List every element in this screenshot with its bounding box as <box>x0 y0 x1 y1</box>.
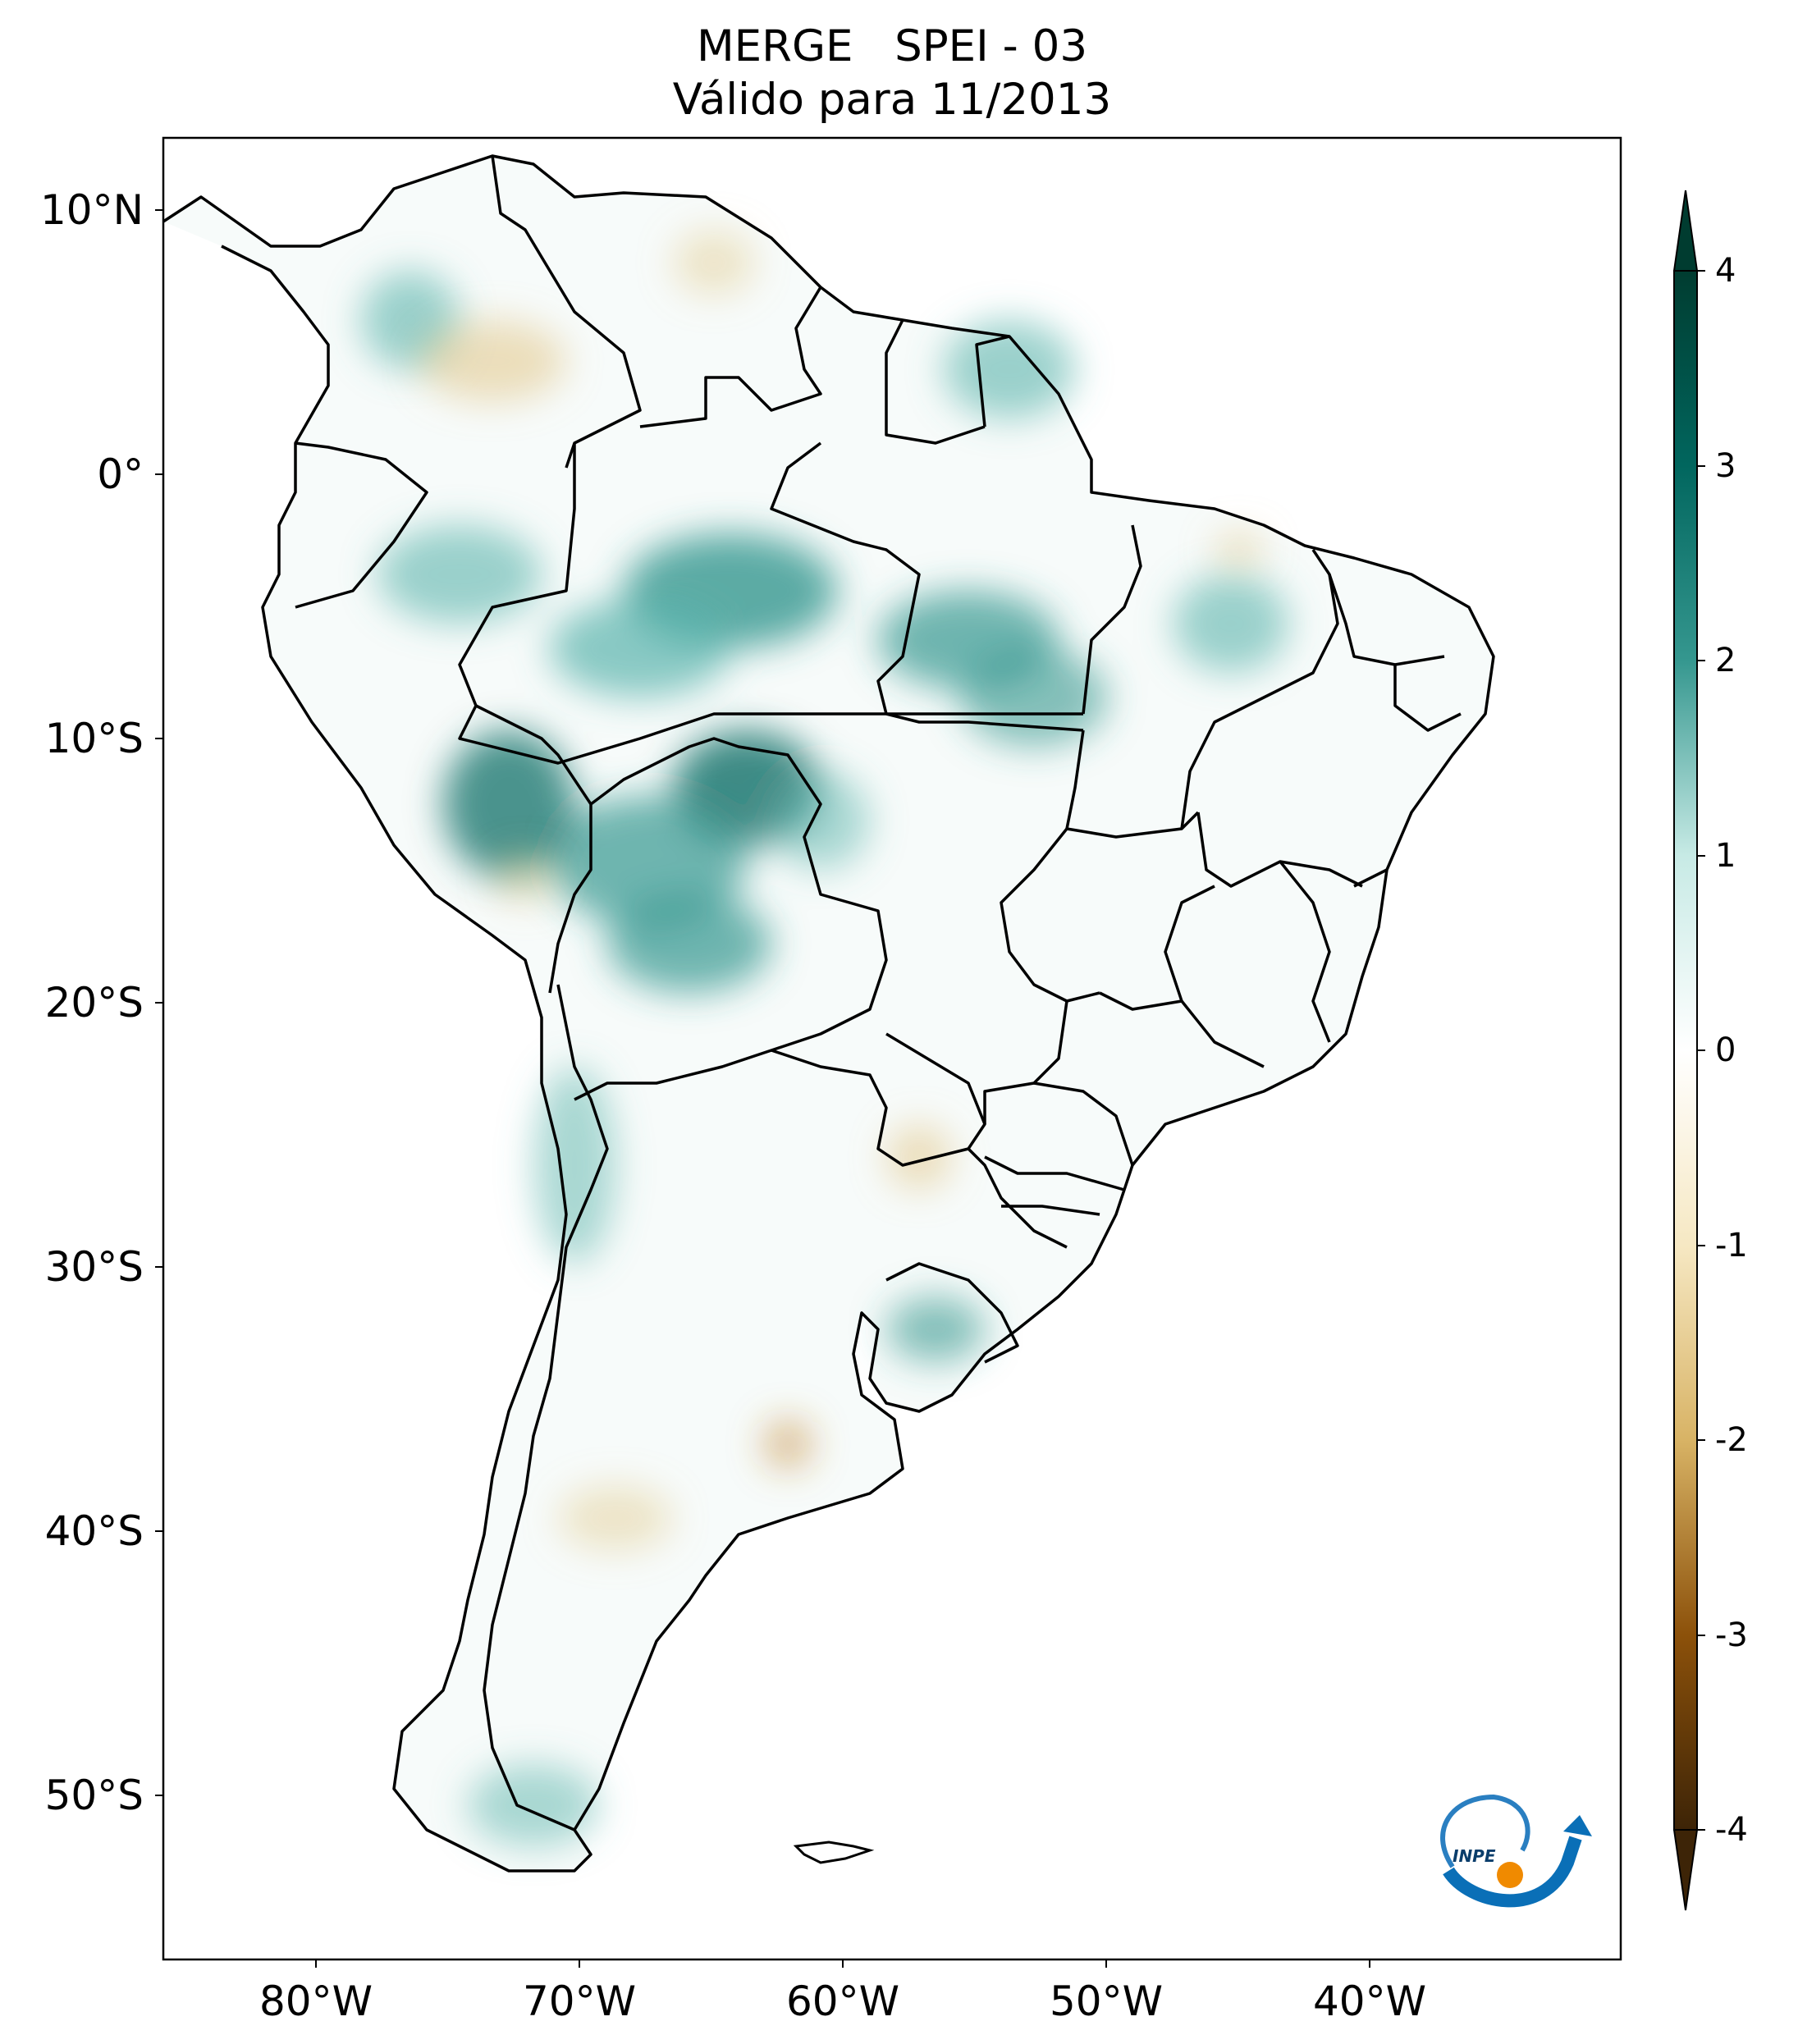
lat-label-0: 0° <box>97 450 144 498</box>
colorbar <box>1672 190 1705 1911</box>
inpe-logo-text: INPE <box>1453 1846 1496 1866</box>
colorbar-label-3: 3 <box>1715 447 1736 485</box>
colorbar-label-1: 1 <box>1715 837 1736 875</box>
spei-field <box>163 154 1495 1873</box>
map-subtitle: Válido para 11/2013 <box>672 75 1112 125</box>
colorbar-label-4: 4 <box>1715 252 1736 290</box>
lat-label-20s: 20°S <box>44 979 144 1027</box>
lat-label-30s: 30°S <box>44 1243 144 1291</box>
lon-label-50w: 50°W <box>1049 1978 1164 2025</box>
map-title: MERGE SPEI - 03 <box>696 21 1088 71</box>
colorbar-label-neg1: -1 <box>1715 1227 1748 1264</box>
lat-label-10s: 10°S <box>44 715 144 762</box>
lat-label-10n: 10°N <box>39 186 144 234</box>
map-frame <box>162 136 1622 1961</box>
lon-label-60w: 60°W <box>785 1978 900 2025</box>
lon-label-40w: 40°W <box>1312 1978 1427 2025</box>
lon-label-80w: 80°W <box>258 1978 373 2025</box>
lat-label-50s: 50°S <box>44 1772 144 1819</box>
map-area <box>163 138 1621 1959</box>
inpe-logo <box>1440 1794 1592 1908</box>
lat-label-40s: 40°S <box>44 1507 144 1555</box>
lon-label-70w: 70°W <box>522 1978 637 2025</box>
colorbar-label-2: 2 <box>1715 642 1736 679</box>
colorbar-label-neg2: -2 <box>1715 1421 1748 1459</box>
colorbar-label-neg3: -3 <box>1715 1616 1748 1654</box>
colorbar-label-neg4: -4 <box>1715 1811 1748 1849</box>
colorbar-label-0: 0 <box>1715 1031 1736 1069</box>
